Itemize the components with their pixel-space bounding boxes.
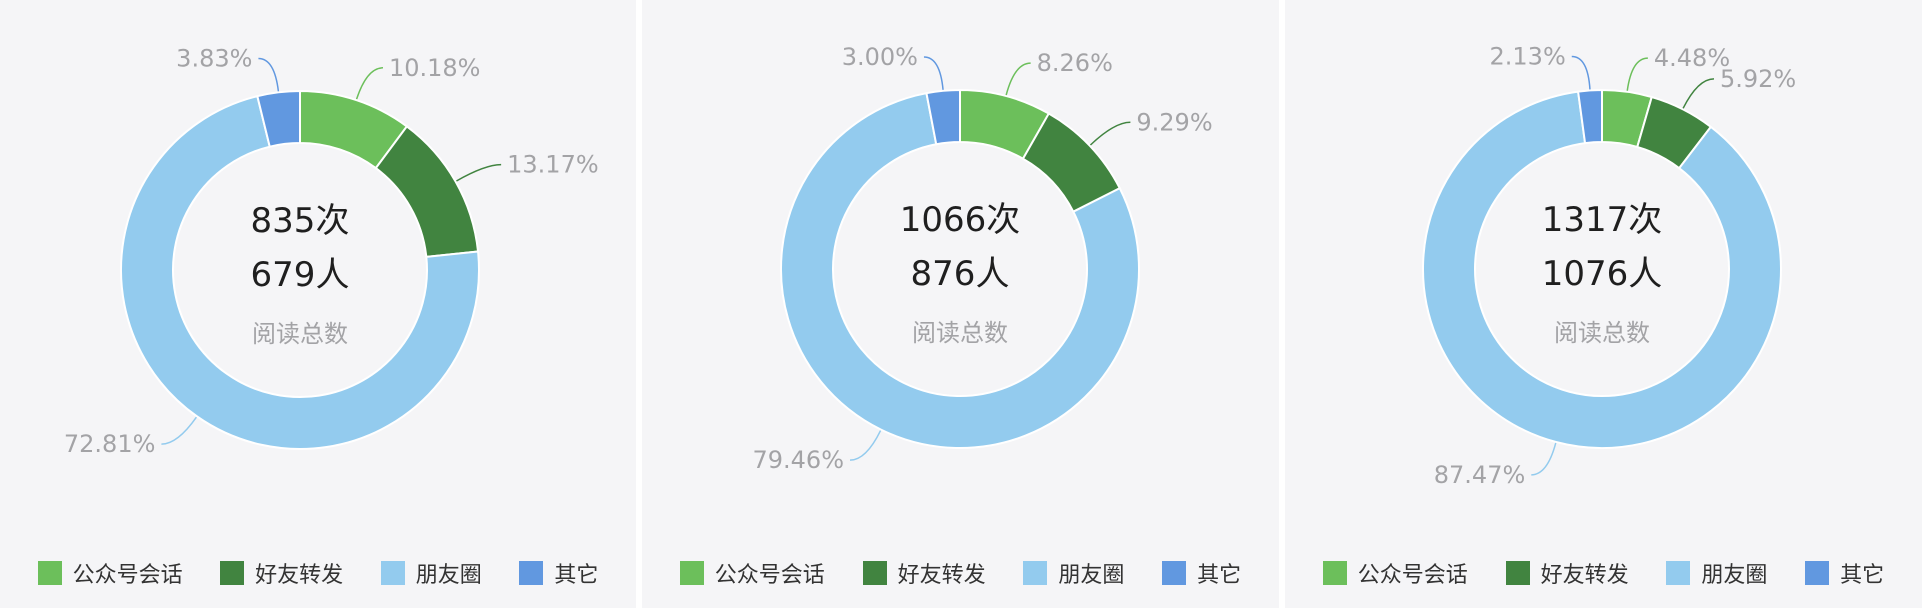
center-people-count: 1076人 [1542, 254, 1663, 294]
legend-label: 其它 [1840, 563, 1885, 588]
leader-line-pengyouquan [1531, 442, 1557, 476]
legend-label: 其它 [554, 563, 599, 588]
legend-swatch [1322, 561, 1347, 585]
donut-slice-qita[interactable] [1576, 88, 1603, 145]
legend-item-qita[interactable]: 其它 [519, 557, 598, 589]
center-caption: 阅读总数 [252, 320, 348, 348]
legend-item-pengyouquan[interactable]: 朋友圈 [380, 557, 482, 589]
legend-label: 朋友圈 [1701, 563, 1768, 588]
legend-swatch [1805, 561, 1830, 585]
slice-label-gongzhonghao: 10.18% [389, 54, 481, 82]
center-caption: 阅读总数 [912, 319, 1008, 347]
leader-line-qita [923, 56, 944, 90]
donut-panel-2: 8.26% 9.29% 79.46% 3.00% 1066次 876人阅读总数 公众号会话… [642, 0, 1279, 608]
slice-label-pengyouquan: 72.81% [64, 430, 156, 458]
legend-swatch [380, 561, 405, 585]
legend-swatch [1666, 561, 1691, 585]
legend-item-pengyouquan[interactable]: 朋友圈 [1666, 557, 1767, 589]
legend-label: 好友转发 [897, 563, 986, 588]
legend-swatch [519, 561, 544, 585]
leader-line-gongzhonghao [1005, 62, 1031, 96]
legend-label: 好友转发 [255, 563, 344, 588]
legend-item-haoyou[interactable]: 好友转发 [220, 557, 343, 589]
leader-line-qita [1571, 55, 1591, 90]
slice-label-pengyouquan: 87.47% [1434, 461, 1526, 489]
legend-item-gongzhonghao[interactable]: 公众号会话 [1322, 557, 1468, 589]
legend-label: 好友转发 [1540, 563, 1629, 588]
leader-line-haoyou [456, 163, 502, 182]
donut-slice-qita[interactable] [256, 89, 301, 148]
donut-slice-qita[interactable] [925, 88, 961, 146]
leader-line-gongzhonghao [355, 67, 384, 100]
legend-swatch [862, 561, 887, 585]
leader-line-haoyou [1089, 121, 1131, 146]
legend-item-pengyouquan[interactable]: 朋友圈 [1023, 557, 1124, 589]
slice-label-qita: 3.00% [842, 43, 918, 71]
legend-label: 公众号会话 [714, 563, 825, 588]
leader-line-pengyouquan [161, 416, 198, 445]
legend-item-haoyou[interactable]: 好友转发 [1505, 557, 1629, 589]
slice-label-pengyouquan: 79.46% [752, 446, 844, 474]
donut-slice-pengyouquan[interactable] [120, 94, 480, 450]
legend-label: 朋友圈 [415, 563, 482, 588]
slice-label-haoyou: 13.17% [507, 151, 599, 179]
slice-label-gongzhonghao: 4.48% [1654, 44, 1730, 72]
legend-swatch [1505, 561, 1530, 585]
legend-label: 其它 [1197, 563, 1242, 588]
center-reads-count: 1066次 [900, 200, 1021, 240]
legend-swatch [1023, 561, 1048, 585]
legend-item-gongzhonghao[interactable]: 公众号会话 [37, 557, 183, 589]
donut-panel-1: 10.18% 13.17% 72.81% 3.83% 835次 679人阅读总数 公众号会… [0, 0, 636, 608]
leader-line-pengyouquan [849, 430, 882, 461]
slice-label-gongzhonghao: 8.26% [1037, 49, 1113, 77]
legend-swatch [37, 561, 62, 585]
legend-item-qita[interactable]: 其它 [1162, 557, 1241, 589]
donut-slice-pengyouquan[interactable] [1422, 90, 1782, 449]
legend-label: 公众号会话 [1357, 563, 1468, 588]
donut-slice-haoyou[interactable] [374, 124, 480, 258]
slice-label-qita: 2.13% [1490, 42, 1566, 70]
leader-line-qita [258, 57, 280, 92]
slice-label-haoyou: 5.92% [1720, 65, 1796, 93]
slice-label-haoyou: 9.29% [1136, 108, 1212, 136]
slice-label-qita: 3.83% [176, 45, 252, 73]
leader-line-haoyou [1682, 78, 1715, 109]
legend-label: 朋友圈 [1058, 563, 1125, 588]
donut-panel-3: 4.48% 5.92% 87.47% 2.13% 1317次 1076人阅读总数 公众号会… [1285, 0, 1922, 608]
legend-item-gongzhonghao[interactable]: 公众号会话 [679, 557, 825, 589]
legend-swatch [220, 561, 245, 585]
legend-swatch [679, 561, 704, 585]
center-people-count: 876人 [911, 254, 1010, 294]
center-caption: 阅读总数 [1554, 319, 1650, 347]
legend-item-qita[interactable]: 其它 [1805, 557, 1884, 589]
center-reads-count: 835次 [251, 201, 350, 241]
center-people-count: 679人 [251, 255, 350, 295]
legend-2: 公众号会话 好友转发 朋友圈 其它 [642, 548, 1279, 598]
leader-line-gongzhonghao [1626, 57, 1648, 91]
legend-swatch [1162, 561, 1187, 585]
legend-3: 公众号会话 好友转发 朋友圈 其它 [1285, 548, 1922, 598]
donut-slice-pengyouquan[interactable] [780, 91, 1140, 449]
legend-item-haoyou[interactable]: 好友转发 [862, 557, 986, 589]
legend-label: 公众号会话 [72, 563, 183, 588]
legend-1: 公众号会话 好友转发 朋友圈 其它 [0, 548, 636, 598]
center-reads-count: 1317次 [1542, 200, 1663, 240]
